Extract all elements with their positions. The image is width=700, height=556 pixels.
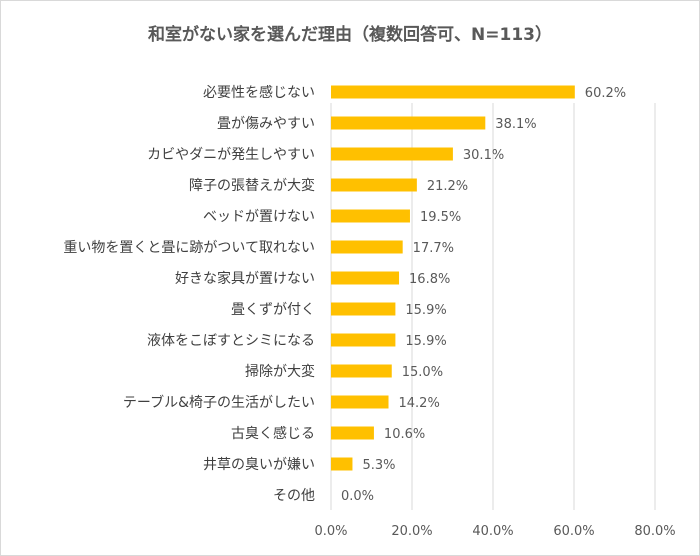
category-label: 液体をこぼすとシミになる (147, 333, 315, 349)
bar (331, 271, 400, 285)
data-label: 0.0% (341, 489, 374, 504)
category-label: 井草の臭いが嫌い (203, 457, 315, 473)
category-label: 必要性を感じない (203, 84, 315, 101)
category-label: ベッドが置けない (203, 209, 315, 225)
category-label: その他 (273, 488, 315, 504)
category-label: カビやダニが発生しやすい (147, 147, 315, 163)
bar (331, 240, 403, 254)
data-label: 16.8% (409, 272, 450, 287)
data-label: 38.1% (495, 117, 536, 132)
x-tick-label: 40.0% (472, 524, 513, 539)
data-label: 15.9% (405, 334, 446, 349)
category-label: 畳くずが付く (231, 302, 315, 318)
bar (331, 364, 392, 378)
bar (331, 178, 417, 192)
data-label: 60.2% (585, 86, 626, 101)
bar (331, 426, 374, 440)
chart-title: 和室がない家を選んだ理由（複数回答可、N=113） (148, 25, 552, 45)
x-tick-label: 80.0% (634, 524, 675, 539)
data-label: 10.6% (384, 427, 425, 442)
data-label: 21.2% (427, 179, 468, 194)
data-label: 5.3% (362, 458, 395, 473)
category-label: テーブル&椅子の生活がしたい (123, 394, 315, 411)
x-tick-label: 0.0% (314, 524, 347, 539)
bar (331, 457, 353, 471)
category-label: 古臭く感じる (231, 425, 315, 442)
x-tick-label: 60.0% (553, 524, 594, 539)
data-label: 15.0% (402, 365, 443, 380)
bar (331, 116, 486, 130)
bar (331, 302, 396, 316)
data-label: 15.9% (405, 303, 446, 318)
data-label: 30.1% (463, 148, 504, 163)
bar (331, 209, 410, 223)
category-label: 重い物を置くと畳に跡がついて取れない (63, 240, 315, 256)
bar (331, 85, 575, 99)
bar (331, 395, 389, 409)
data-label: 14.2% (399, 396, 440, 411)
data-label: 17.7% (413, 241, 454, 256)
category-label: 障子の張替えが大変 (189, 177, 315, 194)
category-label: 掃除が大変 (245, 363, 315, 380)
x-tick-label: 20.0% (391, 524, 432, 539)
bar (331, 147, 453, 161)
data-label: 19.5% (420, 210, 461, 225)
category-label: 畳が傷みやすい (217, 116, 315, 132)
category-label: 好きな家具が置けない (175, 270, 315, 287)
bar (331, 333, 396, 347)
